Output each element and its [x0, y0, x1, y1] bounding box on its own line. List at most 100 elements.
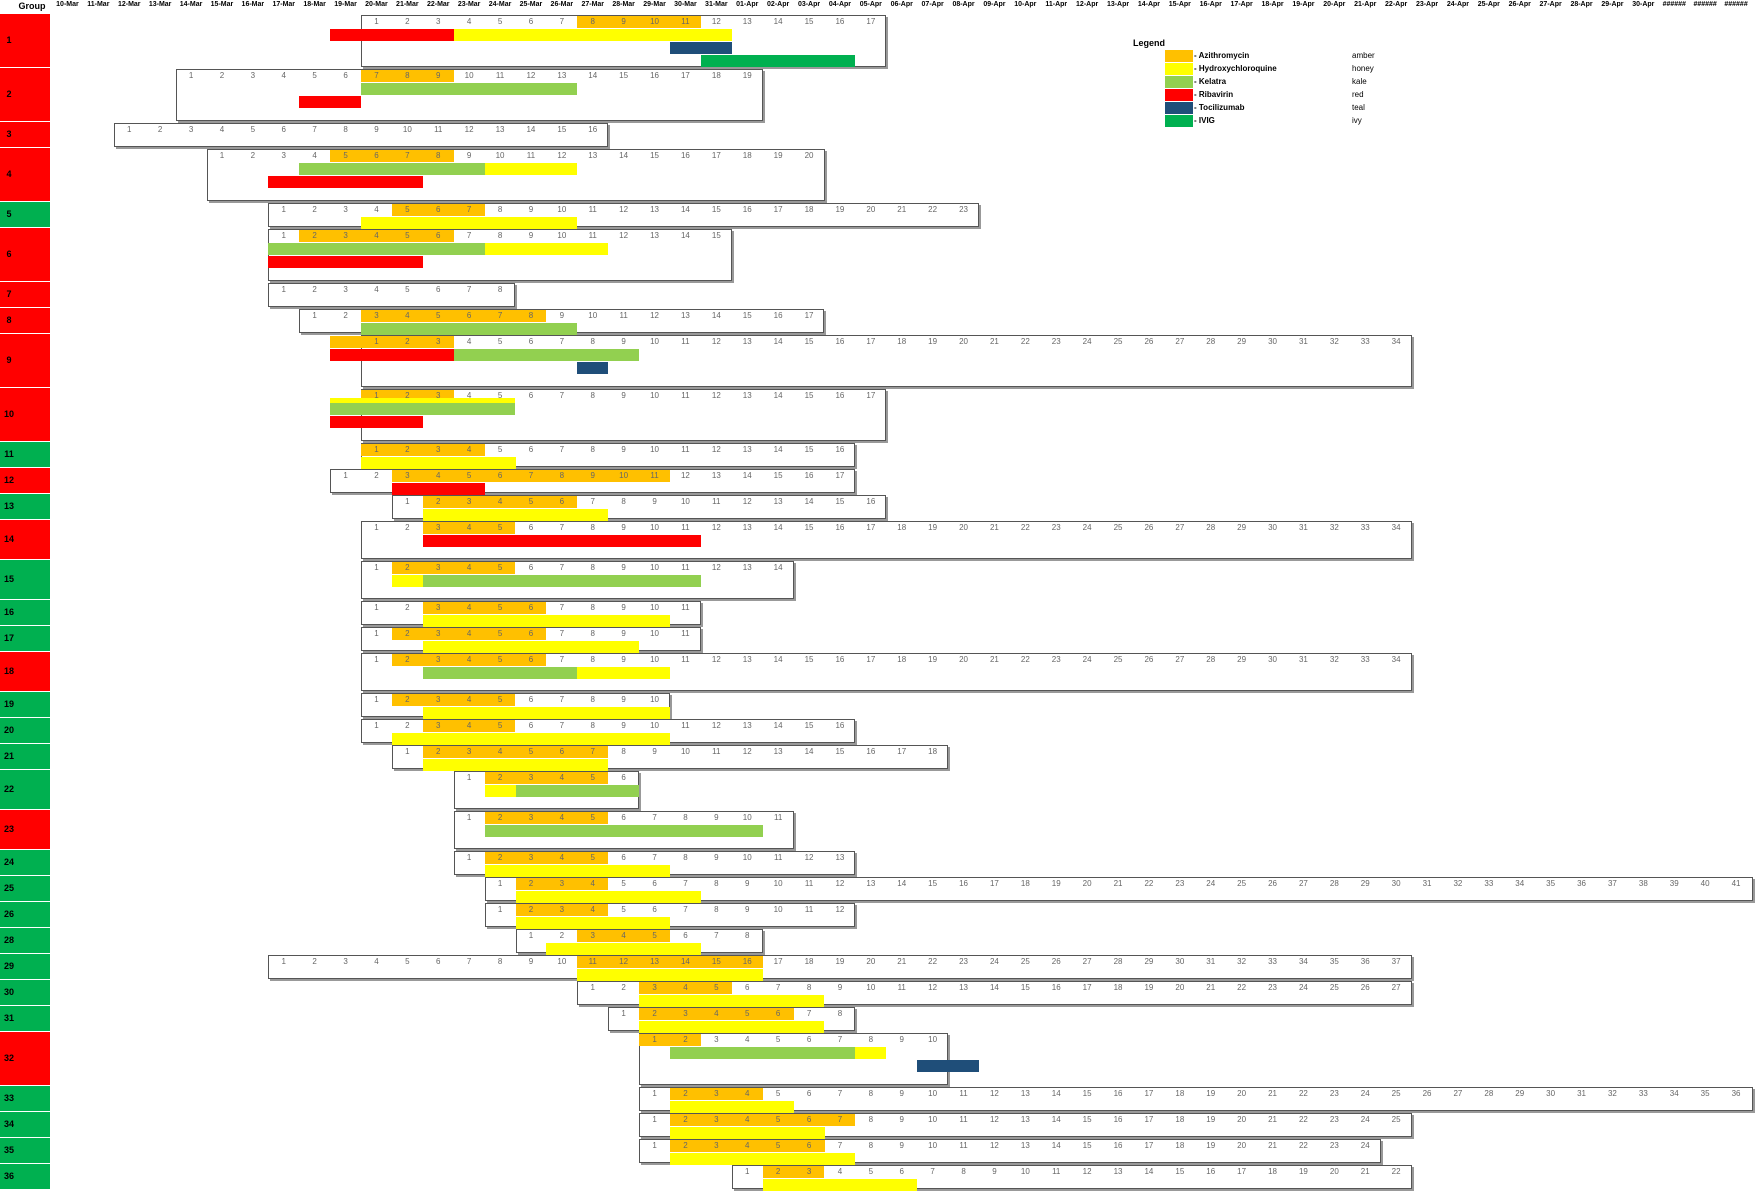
day-number: 32: [1329, 523, 1339, 532]
bar-kale: [361, 323, 578, 335]
date-header: 19-Apr: [1292, 1, 1315, 8]
date-header: 18-Apr: [1261, 1, 1284, 8]
bar-amber: [670, 1114, 856, 1126]
day-number: 23: [1051, 655, 1061, 664]
date-header: 07-Apr: [921, 1, 944, 8]
day-number: 2: [405, 603, 410, 612]
day-number: 8: [497, 205, 503, 214]
day-number: 3: [528, 853, 534, 862]
day-number: 5: [497, 603, 503, 612]
day-number: 24: [1298, 983, 1308, 992]
timeline-frame: [268, 283, 516, 307]
day-number: 2: [343, 311, 348, 320]
day-number: 21: [1268, 1089, 1277, 1098]
day-number: 34: [1391, 655, 1401, 664]
day-number: 4: [745, 1035, 750, 1044]
day-number: 20: [866, 957, 876, 966]
day-number: 6: [528, 523, 534, 532]
day-number: 5: [621, 905, 626, 914]
bar-amber: [391, 470, 670, 482]
day-number: 13: [742, 17, 752, 26]
day-number: 32: [1329, 655, 1339, 664]
bar-honey: [361, 457, 516, 469]
day-number: 5: [621, 879, 626, 888]
bar-amber: [422, 720, 516, 732]
day-number: 14: [711, 311, 721, 320]
day-number: 34: [1515, 879, 1525, 888]
day-number: 16: [1113, 1141, 1123, 1150]
day-number: 9: [621, 523, 626, 532]
group-label: 34: [3, 1119, 14, 1129]
bar-kale: [268, 243, 485, 255]
day-number: 13: [650, 957, 659, 966]
day-number: 16: [835, 523, 845, 532]
day-number: 4: [683, 983, 688, 992]
timeline-frame: [639, 1113, 1412, 1137]
day-number: 26: [1422, 1089, 1432, 1098]
day-number: 34: [1669, 1089, 1679, 1098]
day-number: 24: [1082, 337, 1092, 346]
date-header: 28-Apr: [1570, 1, 1593, 8]
day-number: 13: [773, 747, 783, 756]
day-number: 11: [681, 721, 690, 730]
day-number: 14: [773, 655, 783, 664]
day-number: 3: [250, 71, 256, 80]
bar-honey: [639, 995, 825, 1007]
day-number: 27: [1175, 655, 1185, 664]
day-number: 9: [559, 311, 565, 320]
day-number: 20: [1237, 1115, 1247, 1124]
day-number: 16: [650, 71, 659, 80]
group-label: 2: [6, 89, 12, 99]
timeline-frame: [577, 981, 1412, 1005]
day-number: 35: [1546, 879, 1556, 888]
day-number: 19: [835, 205, 845, 214]
day-number: 2: [405, 391, 410, 400]
date-header: 25-Mar: [519, 1, 543, 8]
day-number: 33: [1638, 1089, 1648, 1098]
group-cell: [0, 1006, 50, 1032]
day-number: 14: [680, 957, 690, 966]
day-number: 13: [835, 853, 845, 862]
date-header: 27-Apr: [1539, 1, 1562, 8]
day-number: 27: [1175, 337, 1185, 346]
day-number: 11: [773, 853, 783, 862]
group-cell: [0, 600, 50, 626]
day-number: 6: [528, 629, 534, 638]
day-number: 21: [1113, 879, 1123, 888]
bar-honey: [422, 615, 670, 627]
bar-amber: [639, 982, 732, 994]
day-number: 2: [405, 337, 410, 346]
legend-swatch: [1165, 63, 1193, 75]
day-number: 4: [466, 603, 472, 612]
day-number: 12: [526, 71, 536, 80]
day-number: 6: [621, 853, 626, 862]
bar-amber: [484, 812, 609, 824]
day-number: 29: [1237, 655, 1247, 664]
day-number: 10: [680, 497, 690, 506]
day-number: 7: [559, 629, 565, 638]
day-number: 14: [619, 151, 629, 160]
day-number: 18: [1175, 1141, 1185, 1150]
day-number: 7: [652, 853, 657, 862]
group-cell: [0, 626, 50, 652]
day-number: 18: [897, 337, 907, 346]
day-number: 6: [436, 957, 441, 966]
group-cell: [0, 850, 50, 876]
day-number: 10: [650, 655, 659, 664]
day-number: 1: [374, 391, 379, 400]
day-number: 4: [466, 337, 472, 346]
group-cell: [0, 1112, 50, 1138]
bar-amber: [577, 930, 670, 942]
group-label: 23: [3, 824, 14, 834]
day-number: 10: [495, 151, 505, 160]
day-number: 8: [621, 747, 626, 756]
legend-name: - Kelatra: [1194, 77, 1227, 86]
day-number: 11: [588, 231, 597, 240]
day-number: 5: [497, 523, 503, 532]
day-number: 4: [374, 205, 379, 214]
day-number: 6: [806, 1115, 812, 1124]
day-number: 8: [961, 1167, 966, 1176]
day-number: 3: [436, 337, 441, 346]
day-number: 13: [742, 655, 752, 664]
day-number: 10: [680, 747, 690, 756]
